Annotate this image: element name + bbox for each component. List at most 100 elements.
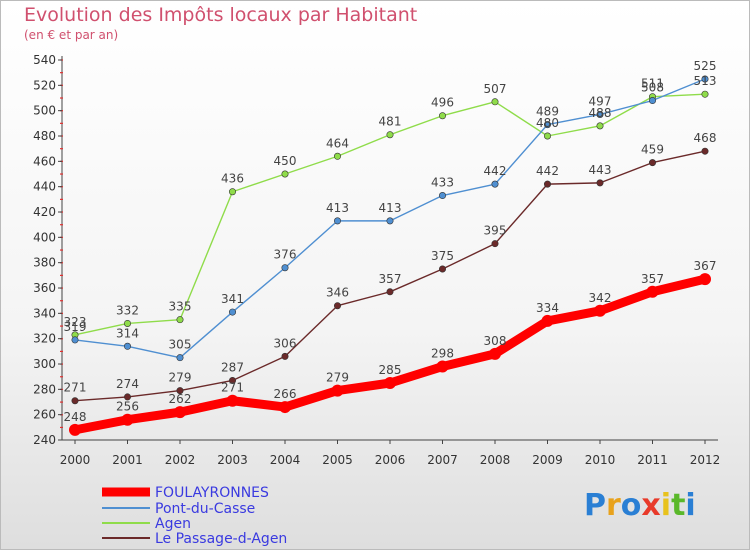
- data-label: 256: [116, 400, 139, 414]
- data-point: [491, 98, 499, 106]
- data-point: [596, 122, 604, 130]
- data-label: 497: [589, 94, 612, 108]
- data-label: 266: [274, 387, 297, 401]
- data-label: 433: [431, 176, 454, 190]
- data-label: 314: [116, 326, 139, 340]
- data-label: 480: [536, 116, 559, 130]
- y-tick-label: 240: [33, 433, 56, 447]
- data-point: [596, 110, 604, 118]
- x-tick-label: 2002: [165, 453, 196, 467]
- logo-letter: o: [620, 488, 642, 523]
- data-label: 306: [274, 336, 297, 350]
- data-point: [281, 170, 289, 178]
- data-label: 507: [484, 82, 507, 96]
- y-tick-label: 440: [33, 180, 56, 194]
- data-label: 413: [379, 201, 402, 215]
- data-point: [229, 308, 237, 316]
- y-tick-label: 280: [33, 382, 56, 396]
- data-point: [176, 316, 184, 324]
- x-tick-label: 2001: [112, 453, 143, 467]
- data-label: 443: [589, 163, 612, 177]
- data-point: [386, 131, 394, 139]
- data-label: 511: [641, 77, 664, 91]
- data-point: [226, 394, 239, 407]
- data-label: 413: [326, 201, 349, 215]
- data-point: [229, 188, 237, 196]
- x-tick-label: 2011: [637, 453, 668, 467]
- data-label: 464: [326, 136, 349, 150]
- data-label: 442: [484, 164, 507, 178]
- y-tick-label: 540: [33, 53, 56, 67]
- data-point: [491, 180, 499, 188]
- chart-subtitle: (en € et par an): [24, 28, 119, 42]
- data-label: 488: [589, 106, 612, 120]
- data-label: 341: [221, 292, 244, 306]
- x-tick-label: 2007: [427, 453, 458, 467]
- data-point: [489, 347, 501, 360]
- y-tick-label: 320: [33, 332, 56, 346]
- data-label: 308: [484, 334, 507, 348]
- data-point: [176, 387, 184, 395]
- x-tick-label: 2005: [322, 453, 353, 467]
- logo-letter: i: [685, 488, 696, 523]
- data-point: [333, 152, 341, 160]
- data-label: 513: [694, 74, 717, 88]
- data-label: 287: [221, 360, 244, 374]
- legend-label: Pont-du-Casse: [155, 501, 255, 517]
- data-point: [438, 265, 446, 273]
- proxiti-logo: Proxiti: [584, 488, 696, 523]
- data-label: 436: [221, 172, 244, 186]
- data-label: 481: [379, 115, 402, 129]
- y-tick-label: 460: [33, 154, 56, 168]
- logo-letter: r: [606, 488, 621, 523]
- data-point: [543, 132, 551, 140]
- x-tick-label: 2009: [532, 453, 563, 467]
- data-point: [71, 336, 79, 344]
- data-point: [333, 217, 341, 225]
- data-point: [174, 406, 186, 419]
- x-tick-label: 2003: [217, 453, 248, 467]
- data-label: 248: [64, 410, 87, 424]
- data-point: [436, 360, 449, 373]
- data-label: 489: [536, 105, 559, 119]
- x-tick-label: 2006: [375, 453, 406, 467]
- y-tick-label: 480: [33, 129, 56, 143]
- y-tick-label: 260: [33, 408, 56, 422]
- data-point: [386, 217, 394, 225]
- data-label: 274: [116, 377, 139, 391]
- data-point: [386, 288, 394, 296]
- data-point: [646, 285, 659, 298]
- x-tick-label: 2010: [585, 453, 616, 467]
- data-point: [69, 423, 81, 436]
- data-point: [594, 304, 606, 317]
- data-label: 262: [169, 392, 192, 406]
- y-tick-label: 300: [33, 357, 56, 371]
- data-label: 342: [589, 291, 612, 305]
- data-label: 450: [274, 154, 297, 168]
- data-point: [699, 273, 711, 286]
- data-point: [279, 401, 291, 414]
- y-tick-label: 400: [33, 230, 56, 244]
- data-point: [71, 397, 79, 405]
- data-label: 357: [641, 272, 664, 286]
- data-label: 346: [326, 286, 349, 300]
- chart-title: Evolution des Impôts locaux par Habitant: [24, 4, 418, 26]
- data-label: 376: [274, 248, 297, 262]
- data-label: 285: [379, 363, 402, 377]
- legend-label: FOULAYRONNES: [155, 485, 269, 501]
- data-point: [701, 90, 709, 98]
- logo-letter: i: [660, 488, 672, 523]
- logo-letter: t: [671, 488, 686, 523]
- data-point: [124, 393, 132, 401]
- y-tick-label: 360: [33, 281, 56, 295]
- data-point: [596, 179, 604, 187]
- data-label: 395: [484, 224, 507, 238]
- x-tick-label: 2000: [60, 453, 91, 467]
- data-point: [333, 302, 341, 310]
- data-point: [384, 377, 396, 389]
- data-label: 375: [431, 249, 454, 263]
- y-tick-label: 340: [33, 306, 56, 320]
- x-tick-label: 2008: [480, 453, 511, 467]
- data-label: 367: [694, 259, 717, 273]
